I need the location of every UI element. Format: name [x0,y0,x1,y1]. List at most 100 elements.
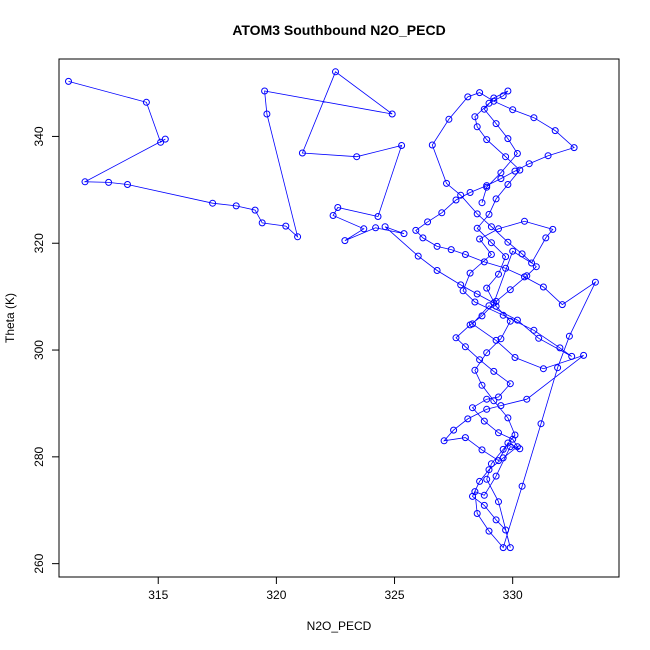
x-tick-label: 330 [503,588,523,602]
data-point [506,317,514,325]
data-point [480,501,488,509]
data-point [478,312,486,320]
data-point [506,380,514,388]
data-point [530,326,538,334]
data-point [258,219,266,227]
data-point [537,420,545,428]
data-point [487,460,495,468]
x-tick-label: 325 [385,588,405,602]
data-point [476,89,484,97]
y-tick-label: 280 [32,447,46,467]
data-point [445,115,453,123]
data-point [492,472,500,480]
chart-title: ATOM3 Southbound N2O_PECD [232,22,445,38]
data-point [353,153,361,161]
plot-frame [58,58,620,578]
data-point [476,477,484,485]
data-point [492,336,500,344]
data-point [513,316,521,324]
data-point [332,68,339,76]
data-point [551,127,559,135]
data-point [495,429,502,437]
data-point [499,445,507,453]
data-point [504,181,512,188]
data-point [556,344,564,352]
series-points [65,68,599,552]
data-point [161,135,169,143]
data-point [530,114,538,122]
data-point [440,437,448,445]
data-point [157,138,165,146]
data-point [334,204,342,211]
data-point [480,491,488,499]
data-point [374,213,382,220]
data-point [521,217,528,225]
data-point [483,183,491,191]
data-point [450,426,458,434]
y-tick-label: 300 [32,340,46,360]
data-point [414,252,422,260]
data-point [443,179,450,187]
data-point [506,286,514,294]
data-point [452,334,460,342]
data-point [490,94,498,102]
data-point [565,332,573,340]
data-point [473,510,481,517]
data-point [65,77,72,85]
data-point [523,272,531,280]
data-point [476,235,484,243]
data-point [568,352,576,360]
data-point [105,178,113,186]
data-point [459,287,467,295]
data-point [263,110,271,118]
data-point [124,181,131,188]
data-point [497,169,505,177]
data-point [580,351,588,359]
data-point [504,414,512,422]
data-point [452,196,460,204]
y-tick-label: 340 [32,126,46,146]
data-point [487,251,495,258]
data-point [518,250,526,258]
data-point [433,267,441,274]
data-point [591,278,599,286]
data-point [490,367,498,375]
data-point [412,226,420,234]
data-point [478,446,486,454]
data-point [495,393,502,401]
data-point [360,225,368,233]
data-point [492,120,500,128]
data-point [466,269,474,277]
y-axis: 260 280 300 320 340 [32,126,59,574]
data-point [341,237,349,245]
data-point [509,435,517,443]
x-axis: 315 320 325 330 [148,577,523,602]
data-point [544,152,552,160]
data-point [558,301,566,309]
data-point [485,302,493,310]
data-point [381,223,389,231]
data-point [528,259,536,267]
data-point [490,397,498,405]
data-point [483,395,491,403]
data-point [469,492,476,500]
data-point [523,395,531,403]
data-point [466,189,474,196]
data-point [473,290,481,298]
data-point [518,482,526,490]
data-point [142,98,150,106]
data-point [525,160,533,168]
data-point [457,281,465,289]
data-point [487,223,495,231]
data-point [485,210,493,218]
data-point [473,123,481,131]
x-tick-label: 315 [148,588,168,602]
data-point [497,335,505,343]
data-point [504,439,512,447]
x-tick-label: 320 [266,588,286,602]
data-point [433,242,441,250]
data-point [464,415,472,423]
data-point [464,93,472,101]
data-point [499,311,507,319]
